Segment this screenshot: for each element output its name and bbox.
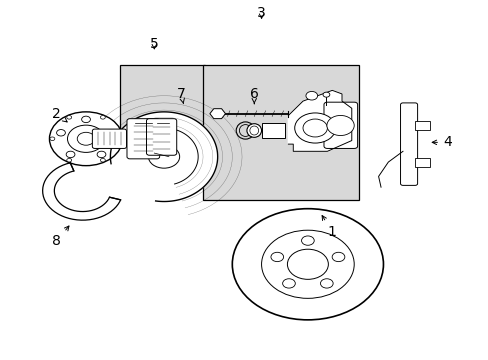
Text: 7: 7	[176, 87, 185, 104]
Circle shape	[305, 91, 317, 100]
FancyBboxPatch shape	[146, 119, 176, 155]
Circle shape	[100, 158, 105, 162]
Circle shape	[270, 252, 283, 262]
Circle shape	[66, 151, 75, 158]
Circle shape	[282, 279, 295, 288]
FancyBboxPatch shape	[324, 102, 357, 148]
Circle shape	[320, 279, 332, 288]
Circle shape	[331, 252, 344, 262]
Text: 8: 8	[52, 226, 69, 248]
Polygon shape	[42, 163, 121, 220]
Circle shape	[67, 116, 72, 119]
Circle shape	[57, 130, 65, 136]
Circle shape	[301, 236, 314, 245]
Text: 2: 2	[52, 107, 67, 122]
Text: 5: 5	[150, 37, 158, 51]
Bar	[414, 121, 429, 130]
Circle shape	[81, 116, 90, 123]
Bar	[203, 65, 358, 200]
FancyBboxPatch shape	[127, 119, 159, 159]
Text: 1: 1	[322, 216, 336, 239]
Circle shape	[326, 116, 353, 135]
Ellipse shape	[246, 124, 261, 137]
Circle shape	[49, 112, 122, 166]
Circle shape	[67, 125, 104, 152]
Bar	[261, 123, 285, 138]
FancyBboxPatch shape	[400, 103, 417, 185]
Circle shape	[117, 137, 122, 140]
Circle shape	[323, 92, 329, 97]
Circle shape	[97, 151, 106, 158]
Circle shape	[148, 145, 179, 168]
Circle shape	[50, 137, 55, 140]
Polygon shape	[288, 90, 351, 151]
Circle shape	[294, 113, 335, 143]
FancyBboxPatch shape	[92, 129, 126, 148]
Circle shape	[232, 209, 383, 320]
Text: 3: 3	[257, 6, 265, 20]
Circle shape	[67, 158, 72, 162]
Text: 4: 4	[431, 135, 451, 149]
Bar	[414, 158, 429, 167]
Polygon shape	[110, 112, 217, 202]
Bar	[120, 65, 205, 167]
Text: 6: 6	[249, 87, 258, 104]
Circle shape	[106, 130, 115, 136]
Circle shape	[287, 249, 328, 279]
Circle shape	[100, 116, 105, 119]
